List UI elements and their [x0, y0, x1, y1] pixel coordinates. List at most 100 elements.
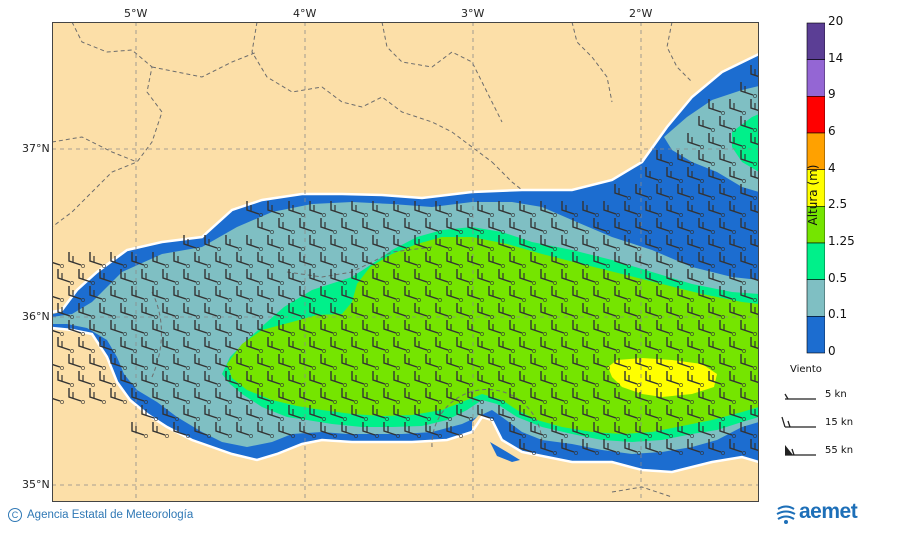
barb-station	[123, 298, 127, 302]
wind-barb	[393, 269, 407, 283]
aemet-logo[interactable]: aemet	[775, 500, 875, 526]
wind-barb	[677, 286, 691, 300]
wind-barb	[383, 388, 397, 402]
barb-station	[448, 315, 452, 319]
barb-station	[165, 332, 169, 336]
barb-station	[595, 213, 599, 217]
wind-barb	[656, 320, 670, 334]
barb-station	[616, 315, 620, 319]
barb-station	[60, 332, 64, 336]
wind-barb	[740, 422, 754, 436]
barb-station	[553, 281, 557, 285]
barb-station	[427, 213, 431, 217]
wind-barb	[215, 388, 229, 402]
wind-barb	[698, 150, 712, 164]
wind-barb	[719, 388, 733, 402]
wind-barb	[498, 371, 512, 385]
wind-barb	[509, 252, 523, 266]
barb-station	[343, 383, 347, 387]
barb-station	[753, 332, 757, 336]
barb-station	[585, 332, 589, 336]
wind-barb	[362, 218, 376, 232]
wind-barb	[729, 99, 743, 113]
barb-station	[669, 434, 673, 438]
barb-station	[385, 417, 389, 421]
barb-station	[700, 417, 704, 421]
wind-barb	[414, 371, 428, 385]
barb-station	[469, 247, 473, 251]
wind-barb	[750, 65, 759, 78]
barb-station	[448, 281, 452, 285]
wind-barb	[708, 439, 722, 453]
wind-barb	[131, 252, 145, 266]
barb-station	[658, 247, 662, 251]
barb-station	[585, 264, 589, 268]
barb-station	[133, 349, 137, 353]
wind-barb	[120, 337, 134, 351]
wind-barb	[750, 439, 759, 452]
barb-station	[648, 400, 652, 404]
wind-barb	[225, 269, 239, 283]
barb-station	[490, 213, 494, 217]
aemet-swirl-icon	[776, 505, 796, 524]
wind-barb	[78, 337, 92, 351]
wind-barb	[708, 99, 722, 113]
barb-station	[438, 434, 442, 438]
barb-station	[364, 417, 368, 421]
barb-station	[396, 230, 400, 234]
wind-barb	[750, 405, 759, 418]
barb-station	[144, 400, 148, 404]
barb-station	[753, 94, 757, 98]
barb-station	[406, 315, 410, 319]
barb-station	[627, 366, 631, 370]
barb-station	[616, 213, 620, 217]
wind-barb	[299, 218, 313, 232]
barb-station	[91, 349, 95, 353]
wind-barb	[225, 235, 239, 249]
barb-station	[469, 281, 473, 285]
wind-barb	[131, 286, 145, 300]
wind-barb	[362, 354, 376, 368]
wind-barb	[729, 371, 743, 385]
wind-barb	[519, 405, 533, 419]
wind-barb	[645, 167, 659, 181]
barb-station	[648, 298, 652, 302]
barb-station	[186, 434, 190, 438]
wind-barb	[729, 235, 743, 249]
barb-station	[595, 247, 599, 251]
sea-zone-2.5-4	[608, 358, 717, 397]
wind-barb	[372, 337, 386, 351]
wind-barb	[152, 320, 166, 334]
barb-station	[238, 281, 242, 285]
barb-station	[354, 332, 358, 336]
barb-station	[480, 298, 484, 302]
barb-station	[333, 298, 337, 302]
barb-station	[669, 162, 673, 166]
barb-station	[70, 315, 74, 319]
wind-barb	[267, 201, 281, 215]
lon-label-5w: 5°W	[124, 7, 148, 20]
wind-barb	[288, 269, 302, 283]
sea-zone-east-0.5	[664, 86, 759, 192]
barb-station	[490, 383, 494, 387]
barb-station	[669, 400, 673, 404]
barb-station	[112, 315, 116, 319]
barb-station	[196, 417, 200, 421]
wind-barb	[477, 201, 491, 215]
barb-station	[123, 264, 127, 268]
barb-station	[543, 264, 547, 268]
wind-barb	[162, 337, 176, 351]
wind-barb	[435, 337, 449, 351]
barb-station	[616, 281, 620, 285]
colorbar-swatch	[806, 59, 825, 97]
barb-station	[721, 213, 725, 217]
wind-barb	[540, 303, 554, 317]
wind-barb	[635, 354, 649, 368]
barb-station	[501, 230, 505, 234]
wind-barb	[330, 303, 344, 317]
barb-station	[154, 349, 158, 353]
wind-barb	[309, 371, 323, 385]
barb-station	[553, 383, 557, 387]
barb-station	[280, 315, 284, 319]
wind-barb	[572, 286, 586, 300]
